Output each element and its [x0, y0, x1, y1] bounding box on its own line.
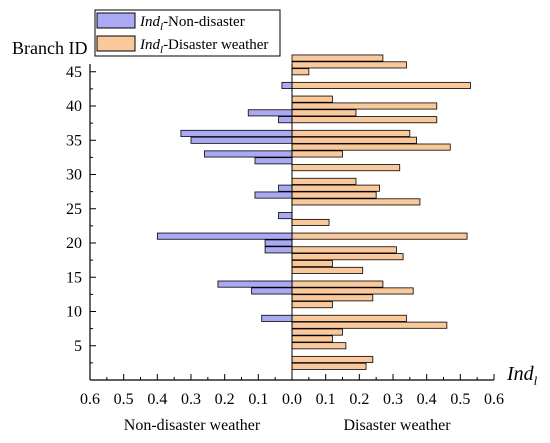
x-tick-label-8: 0.2 — [349, 391, 369, 408]
bar-disaster-41 — [291, 95, 333, 103]
legend-label-non-disaster-main: Ind — [139, 14, 160, 30]
bar-non-disaster-21 — [156, 232, 293, 240]
legend-label-disaster-suffix: -Disaster weather — [163, 37, 268, 53]
y-tick-label-25: 25 — [66, 201, 82, 218]
y-axis-label: Branch ID — [12, 38, 87, 58]
x-tick-label-1: 0.5 — [114, 391, 134, 408]
right-caption: Disaster weather — [343, 417, 451, 434]
bar-disaster-9 — [291, 314, 407, 322]
y-tick-label-45: 45 — [66, 64, 82, 81]
x-axis-label: Indl — [506, 363, 538, 388]
bar-non-disaster-39 — [247, 109, 293, 117]
x-tick-label-3: 0.3 — [181, 391, 201, 408]
bar-non-disaster-24 — [278, 212, 293, 220]
bar-disaster-21 — [291, 232, 468, 240]
y-tick-label-15: 15 — [66, 269, 82, 286]
x-tick-label-11: 0.5 — [450, 391, 470, 408]
bar-non-disaster-33 — [204, 150, 293, 158]
bar-disaster-45 — [291, 68, 310, 76]
bar-non-disaster-9 — [261, 314, 293, 322]
axes-layer — [89, 64, 494, 381]
x-tick-label-10: 0.4 — [417, 391, 437, 408]
x-axis-label-main: Ind — [506, 363, 535, 385]
bar-disaster-29 — [291, 177, 357, 185]
legend: Indl-Non-disaster Indl-Disaster weather — [94, 9, 281, 57]
legend-label-disaster-main: Ind — [139, 37, 160, 53]
x-axis-label-sub: l — [534, 373, 538, 388]
bar-disaster-28 — [291, 184, 380, 192]
legend-label-non-disaster: Indl-Non-disaster — [139, 14, 245, 33]
y-tick-label-35: 35 — [66, 132, 82, 149]
bar-disaster-12 — [291, 294, 374, 302]
legend-swatch-non-disaster — [96, 12, 136, 29]
x-tick-label-4: 0.2 — [215, 391, 235, 408]
x-tick-label-7: 0.1 — [316, 391, 336, 408]
y-tick-label-10: 10 — [66, 304, 82, 321]
y-tick-label-20: 20 — [66, 235, 82, 252]
bar-disaster-40 — [291, 102, 438, 110]
bar-disaster-43 — [291, 81, 471, 89]
bar-non-disaster-36 — [180, 129, 293, 137]
legend-label-disaster-sub: l — [160, 44, 163, 56]
bars-layer — [156, 54, 471, 370]
x-tick-label-12: 0.6 — [484, 391, 504, 408]
bar-disaster-47 — [291, 54, 384, 62]
bar-disaster-35 — [291, 136, 417, 144]
bar-disaster-11 — [291, 301, 333, 309]
bar-disaster-18 — [291, 253, 404, 261]
bar-non-disaster-19 — [264, 246, 293, 254]
bar-disaster-13 — [291, 287, 414, 295]
bar-non-disaster-32 — [254, 157, 293, 165]
bar-disaster-27 — [291, 191, 377, 199]
bar-non-disaster-35 — [190, 136, 293, 144]
bar-disaster-16 — [291, 266, 364, 274]
bar-disaster-36 — [291, 129, 411, 137]
ticks-layer: 0.6 0.5 0.4 0.3 0.2 0.1 0.0 0.1 0.2 0.3 0.4 0.5 0.6 5… — [66, 64, 504, 408]
bar-non-disaster-20 — [264, 239, 293, 247]
bar-non-disaster-14 — [217, 280, 293, 288]
bar-disaster-17 — [291, 260, 333, 268]
bar-disaster-46 — [291, 61, 407, 69]
bar-disaster-23 — [291, 218, 330, 226]
bar-disaster-19 — [291, 246, 397, 254]
bar-disaster-14 — [291, 280, 384, 288]
bar-non-disaster-38 — [278, 116, 293, 124]
bar-disaster-34 — [291, 143, 451, 151]
bar-disaster-5 — [291, 342, 347, 350]
bar-disaster-7 — [291, 328, 343, 336]
left-caption: Non-disaster weather — [124, 417, 261, 434]
x-tick-label-5: 0.1 — [248, 391, 268, 408]
bar-disaster-6 — [291, 335, 333, 343]
bar-disaster-39 — [291, 109, 357, 117]
bar-disaster-33 — [291, 150, 343, 158]
bar-disaster-31 — [291, 164, 401, 172]
bar-disaster-38 — [291, 116, 438, 124]
x-tick-label-2: 0.4 — [147, 391, 167, 408]
bar-non-disaster-27 — [254, 191, 293, 199]
y-tick-label-30: 30 — [66, 167, 82, 184]
bar-disaster-8 — [291, 321, 448, 329]
bar-disaster-3 — [291, 355, 374, 363]
legend-label-non-disaster-sub: l — [160, 21, 163, 33]
bar-non-disaster-43 — [281, 81, 293, 89]
y-tick-label-5: 5 — [74, 338, 82, 355]
legend-label-disaster: Indl-Disaster weather — [139, 37, 268, 56]
bar-non-disaster-13 — [251, 287, 293, 295]
bar-non-disaster-28 — [278, 184, 293, 192]
x-tick-label-9: 0.3 — [383, 391, 403, 408]
x-tick-label-6: 0.0 — [282, 391, 302, 408]
legend-label-non-disaster-suffix: -Non-disaster — [163, 14, 245, 30]
bar-disaster-2 — [291, 362, 367, 370]
x-tick-label-0: 0.6 — [80, 391, 100, 408]
legend-swatch-disaster — [96, 35, 136, 52]
y-tick-label-40: 40 — [66, 98, 82, 115]
bar-disaster-26 — [291, 198, 421, 206]
